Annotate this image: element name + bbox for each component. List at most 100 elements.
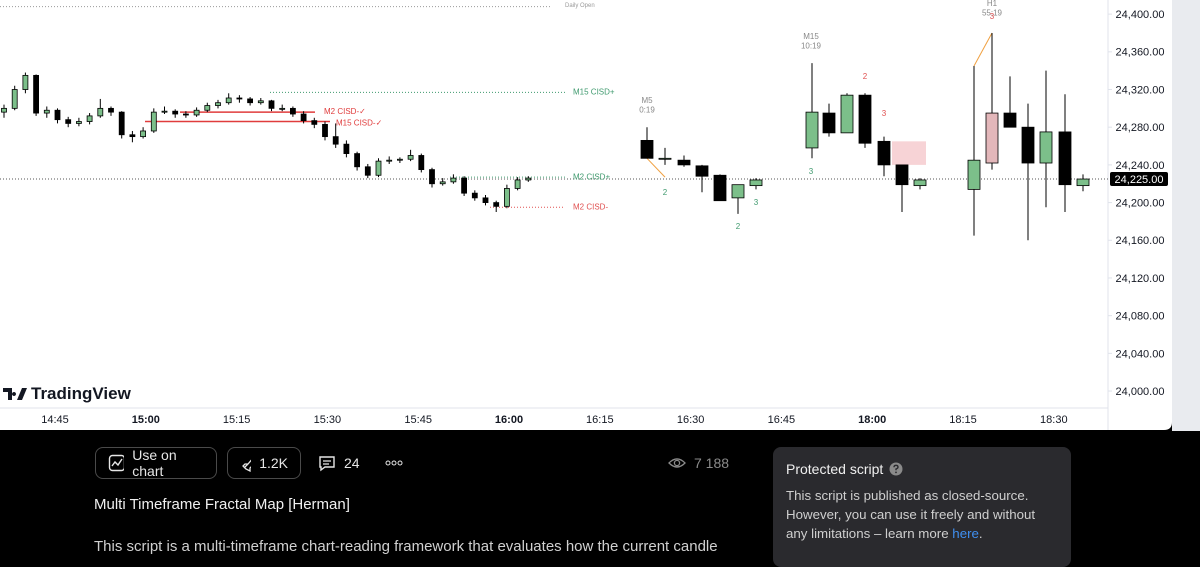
candle-body (450, 177, 457, 183)
button-label: Use on chart (132, 447, 177, 479)
candle-count: 3 (809, 167, 814, 176)
candle-body (805, 111, 819, 149)
protected-header: Protected script (786, 461, 1058, 477)
candle-body (386, 159, 393, 162)
candle-body (204, 105, 211, 111)
candle-body (364, 166, 371, 176)
candle-body (1021, 126, 1035, 164)
candle-count: 2 (863, 72, 868, 81)
candle-body (268, 100, 275, 109)
candle-body (236, 97, 243, 100)
last-price-label: 24,225.00 (1115, 174, 1164, 186)
learn-more-link[interactable]: here (952, 526, 979, 541)
group-name: M5 (641, 96, 653, 105)
candle-body (640, 139, 654, 159)
price-tick-label: 24,280.00 (1116, 122, 1165, 134)
time-tick-label: 16:45 (768, 414, 796, 426)
candle-body (396, 158, 403, 161)
candle-body (858, 94, 872, 144)
candle-body (322, 123, 328, 138)
level-label: M15 CISD+ (573, 87, 615, 96)
candle-body (11, 89, 18, 109)
group-name: M15 (803, 32, 819, 41)
price-tick-label: 24,400.00 (1116, 9, 1165, 21)
views: 7 188 (668, 447, 729, 479)
boost-button[interactable]: 1.2K (227, 447, 301, 479)
logo-icon (3, 388, 27, 400)
group-timer: 10:19 (801, 42, 822, 51)
candle-body (840, 94, 854, 134)
chart-icon (108, 454, 125, 472)
candle-body (311, 120, 318, 125)
candle-body (279, 107, 286, 110)
candle-body (482, 197, 489, 203)
candle-body (418, 155, 425, 171)
help-icon[interactable] (889, 462, 903, 476)
level-label: M15 CISD-✓ (336, 119, 382, 128)
candle-body (97, 107, 104, 117)
time-tick-label: 15:45 (404, 414, 432, 426)
logo: TradingView (3, 384, 132, 403)
logo-text: TradingView (31, 384, 132, 403)
candle-body (108, 107, 114, 113)
use-on-chart-button[interactable]: Use on chart (95, 447, 217, 479)
price-tick-label: 24,200.00 (1116, 197, 1165, 209)
candle-body (43, 109, 50, 114)
comments-button[interactable]: 24 (318, 447, 360, 479)
candle-body (65, 119, 72, 124)
price-tick-label: 24,320.00 (1116, 84, 1165, 96)
candle-body (913, 179, 927, 187)
candle-body (54, 109, 61, 121)
candle-body (33, 74, 39, 114)
script-title: Multi Timeframe Fractal Map [Herman] (94, 496, 350, 513)
last-price-badge (1110, 172, 1168, 187)
view-count: 7 188 (694, 455, 730, 471)
candle-body (695, 165, 709, 177)
candle-body (182, 113, 189, 116)
swing-link (973, 32, 993, 67)
price-tick-label: 24,120.00 (1116, 273, 1165, 285)
candle-body (503, 188, 510, 207)
candle-body (471, 192, 478, 199)
comment-icon (319, 456, 335, 472)
protected-body: This script is published as closed-sourc… (786, 488, 1036, 541)
time-tick-label: 16:15 (586, 414, 614, 426)
level-label: Daily Open (565, 3, 595, 9)
price-tick-label: 24,040.00 (1116, 348, 1165, 360)
candle-body (822, 112, 836, 134)
candle-body (375, 160, 382, 176)
group-timer: 55:19 (982, 9, 1003, 18)
fvg-zone (892, 141, 926, 165)
time-tick-label: 16:30 (677, 414, 705, 426)
level-label: M2 CISD-✓ (324, 107, 366, 116)
candle-body (354, 153, 361, 168)
more-button[interactable] (385, 447, 403, 479)
time-tick-label: 15:30 (314, 414, 342, 426)
plot: 24,400.00 24,360.00 24,320.00 24,280.00 24,2… (0, 0, 1168, 426)
candle-body (289, 107, 296, 115)
dots-icon (385, 460, 403, 466)
candle-body (985, 112, 999, 164)
candle-body (300, 113, 307, 122)
protected-text: This script is published as closed-sourc… (786, 486, 1058, 543)
candle-body (247, 98, 254, 104)
candle-body (129, 134, 136, 138)
candle-body (118, 111, 125, 136)
candle-body (1003, 112, 1017, 128)
candle-body (493, 202, 500, 207)
candle-body (658, 157, 672, 160)
candle-body (877, 140, 891, 166)
candle-body (439, 181, 446, 185)
level-label: M2 CISD- (573, 202, 608, 211)
protected-box: Protected script This script is publishe… (773, 447, 1071, 567)
price-tick-label: 24,240.00 (1116, 160, 1165, 172)
candle-body (161, 110, 168, 113)
page-margin (1172, 0, 1200, 431)
candle-count: 3 (990, 12, 995, 21)
candle-body (749, 179, 763, 187)
candle-body (525, 177, 532, 181)
candle-count: 3 (882, 109, 887, 118)
candle-body (677, 159, 691, 166)
candle-body (86, 115, 93, 122)
time-tick-label: 16:00 (495, 414, 523, 426)
